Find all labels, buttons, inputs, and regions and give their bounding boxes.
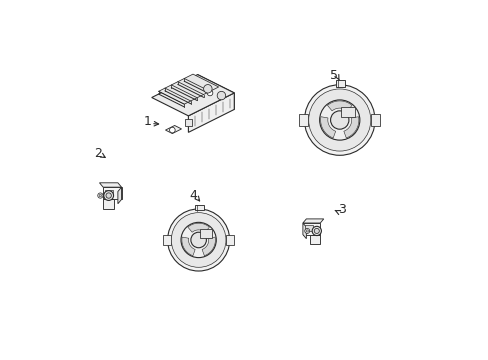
Circle shape [311, 226, 321, 235]
Bar [370, 114, 379, 126]
Circle shape [217, 91, 225, 100]
Bar [163, 235, 170, 246]
Bar [184, 118, 192, 126]
Text: 3: 3 [337, 203, 345, 216]
Circle shape [98, 193, 103, 198]
Circle shape [106, 193, 111, 198]
Bar [309, 235, 320, 244]
Circle shape [167, 209, 229, 271]
Bar [340, 107, 354, 117]
Circle shape [304, 229, 309, 233]
Circle shape [203, 85, 212, 93]
Polygon shape [197, 75, 234, 109]
Text: 2: 2 [94, 147, 102, 160]
Polygon shape [327, 101, 351, 111]
Circle shape [99, 194, 102, 197]
Polygon shape [182, 237, 195, 256]
Polygon shape [99, 183, 122, 187]
Polygon shape [197, 89, 220, 100]
Bar [199, 229, 211, 238]
Text: 5: 5 [330, 69, 338, 82]
Polygon shape [302, 219, 323, 223]
Text: 4: 4 [189, 189, 197, 202]
Circle shape [330, 111, 348, 129]
Text: 1: 1 [143, 115, 151, 128]
Bar [195, 205, 203, 211]
Circle shape [314, 228, 319, 234]
Polygon shape [103, 187, 122, 199]
Polygon shape [302, 223, 320, 235]
Bar [335, 80, 345, 86]
Circle shape [319, 100, 359, 140]
Polygon shape [187, 223, 209, 232]
Polygon shape [188, 93, 234, 132]
Circle shape [308, 89, 370, 151]
Polygon shape [151, 75, 234, 116]
Circle shape [169, 127, 175, 133]
Polygon shape [118, 187, 122, 204]
Bar [103, 199, 114, 209]
Circle shape [207, 90, 212, 96]
Circle shape [171, 213, 225, 267]
Circle shape [304, 85, 374, 155]
Polygon shape [302, 223, 306, 239]
Polygon shape [202, 237, 215, 256]
Bar [305, 225, 312, 231]
Bar [299, 114, 307, 126]
Polygon shape [165, 126, 181, 134]
Circle shape [305, 230, 308, 232]
Polygon shape [158, 74, 218, 104]
Bar [226, 235, 234, 246]
Bar [104, 190, 113, 196]
Polygon shape [343, 117, 358, 138]
Circle shape [103, 191, 113, 201]
Circle shape [190, 232, 206, 248]
Circle shape [181, 222, 216, 258]
Polygon shape [320, 117, 335, 138]
